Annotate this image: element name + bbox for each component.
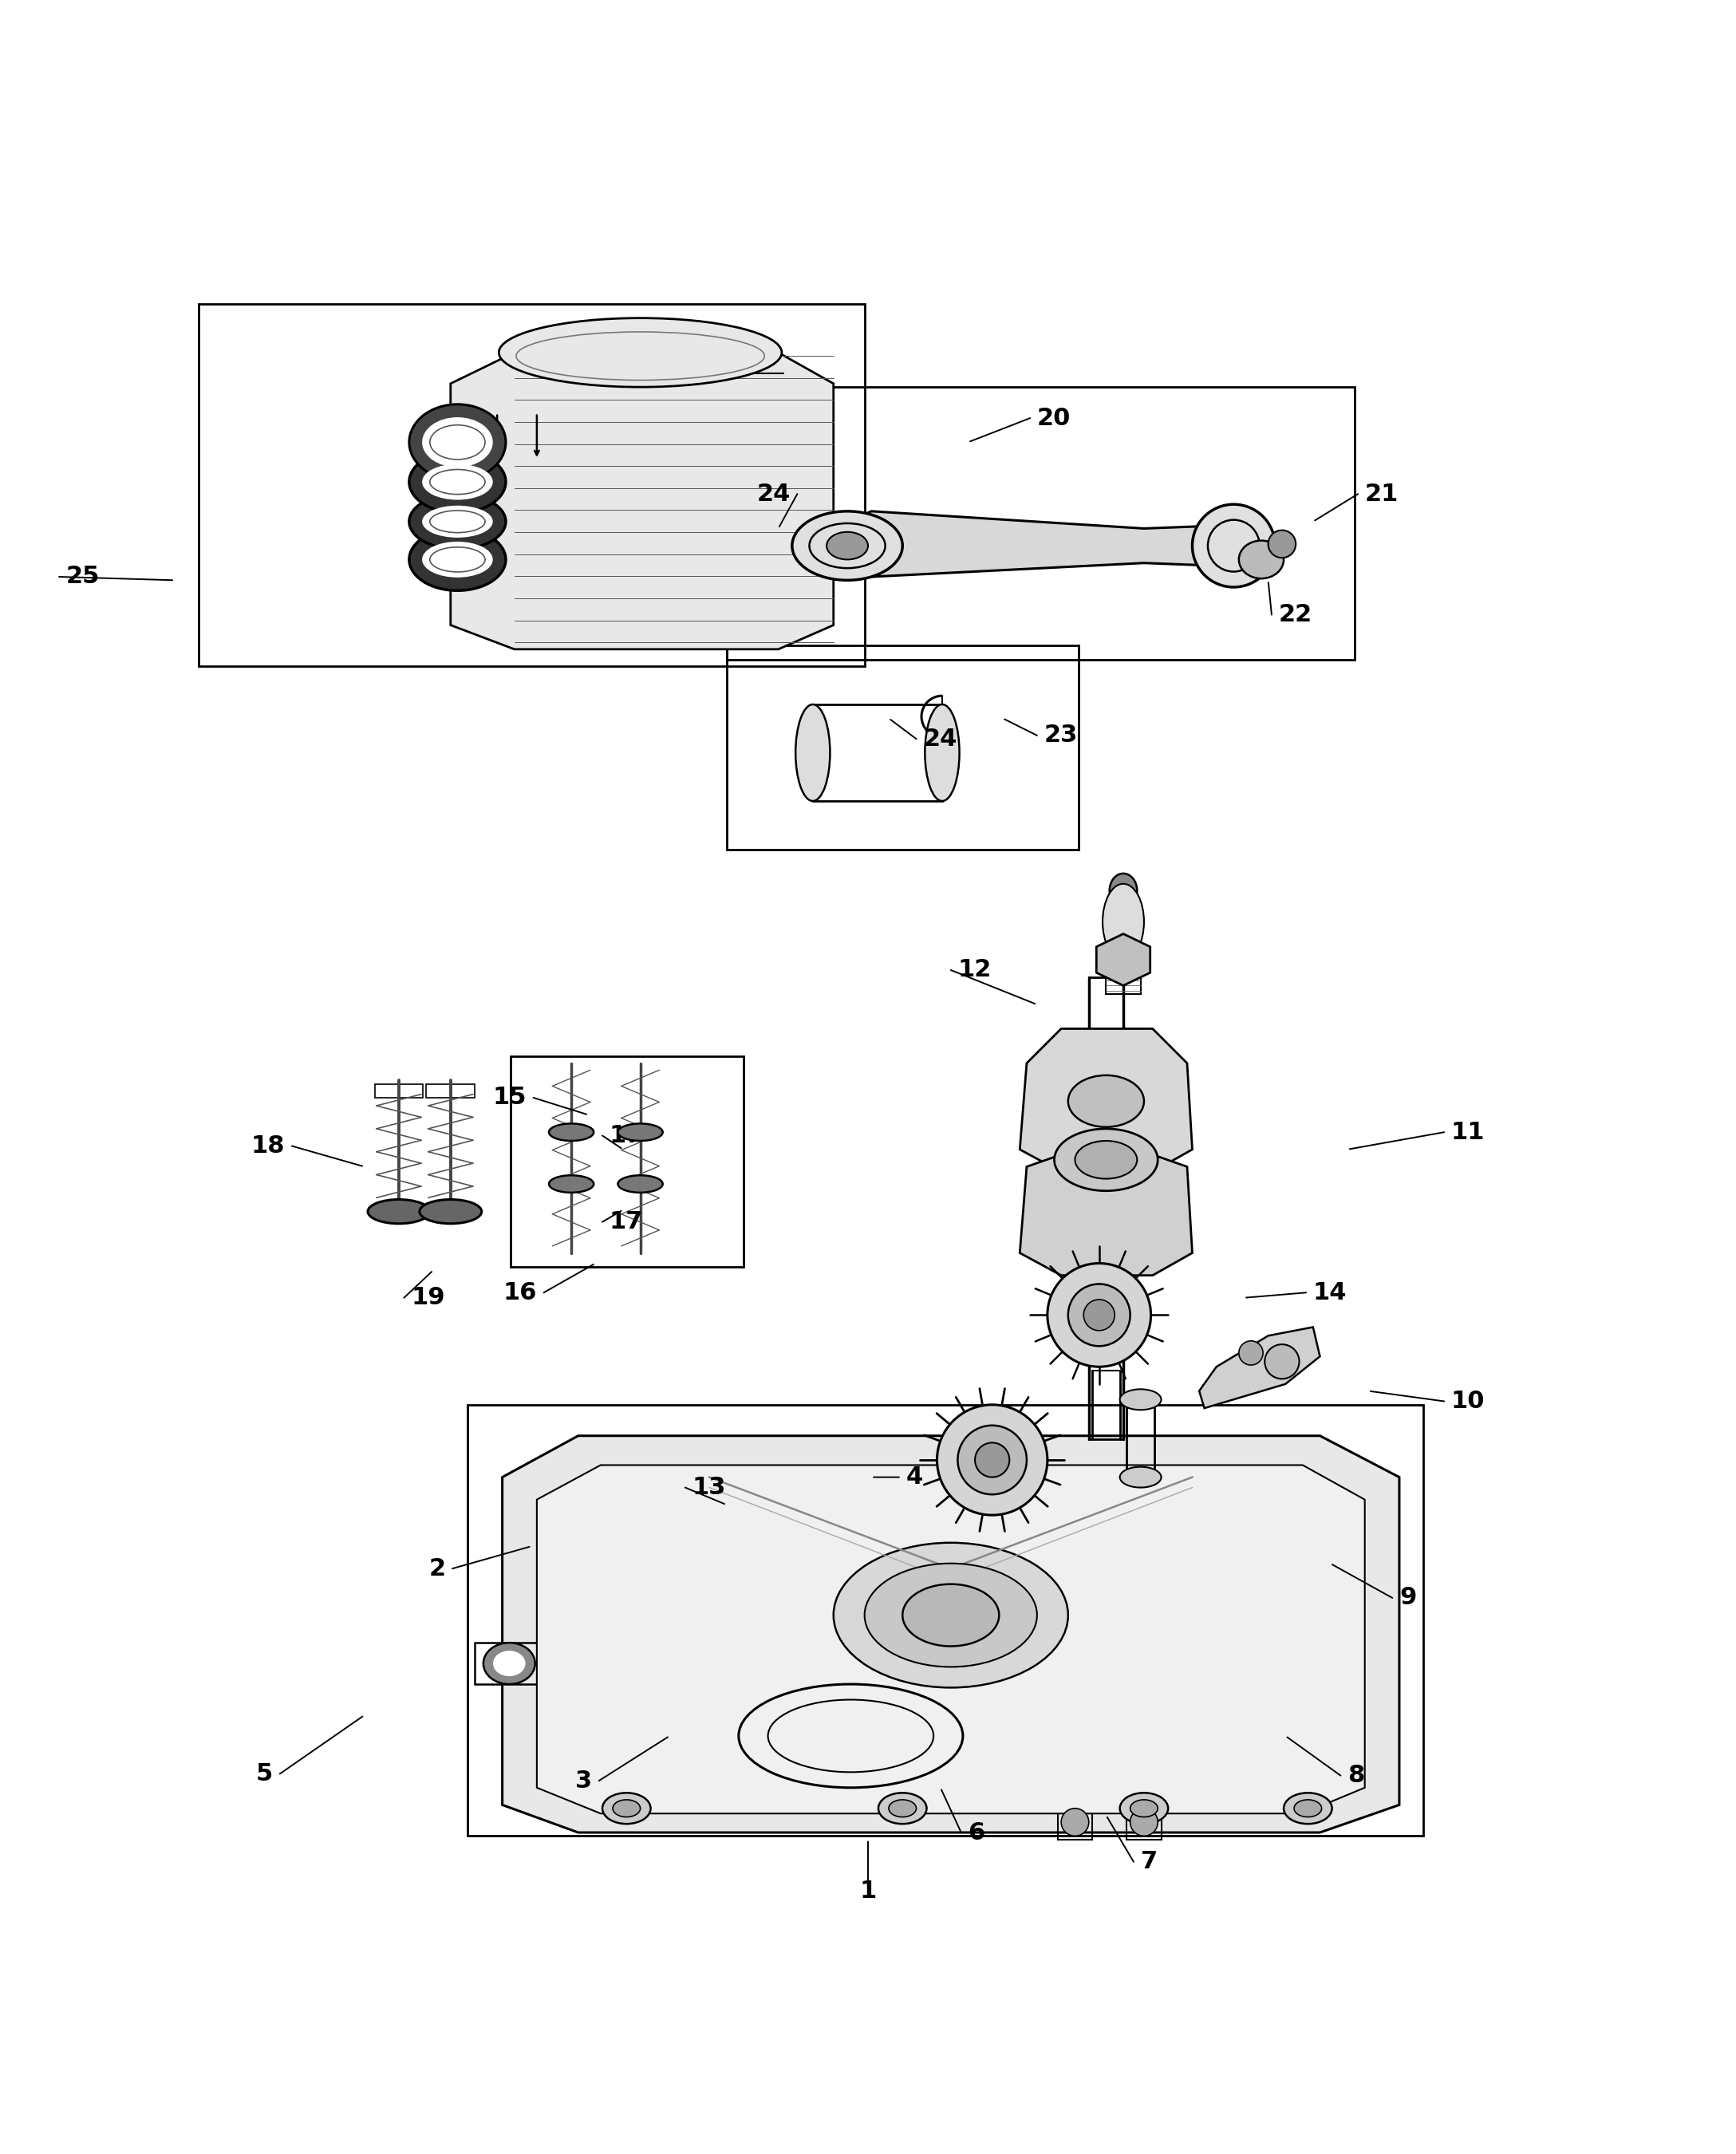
Circle shape	[1266, 1344, 1299, 1379]
Text: 26: 26	[429, 422, 462, 446]
Ellipse shape	[1102, 883, 1144, 961]
Ellipse shape	[424, 543, 491, 577]
Ellipse shape	[618, 1124, 663, 1142]
Ellipse shape	[1130, 1809, 1158, 1835]
Circle shape	[1047, 1262, 1151, 1368]
Polygon shape	[1019, 1155, 1193, 1275]
Text: 1: 1	[859, 1880, 877, 1902]
Ellipse shape	[498, 319, 781, 388]
Circle shape	[1068, 1284, 1130, 1346]
Ellipse shape	[602, 1792, 651, 1824]
Text: 18: 18	[252, 1135, 285, 1157]
Ellipse shape	[1054, 1129, 1158, 1191]
Text: 12: 12	[958, 959, 991, 982]
Text: 16: 16	[503, 1282, 536, 1303]
Text: 14: 14	[1312, 1282, 1347, 1303]
Ellipse shape	[792, 510, 903, 579]
Text: 3: 3	[575, 1768, 592, 1792]
Polygon shape	[1200, 1327, 1319, 1409]
Ellipse shape	[878, 1792, 927, 1824]
Text: 11: 11	[1451, 1120, 1484, 1144]
Ellipse shape	[410, 405, 505, 480]
Ellipse shape	[424, 418, 491, 467]
Ellipse shape	[1075, 1142, 1137, 1178]
Text: 20: 20	[1036, 407, 1071, 429]
Circle shape	[976, 1443, 1009, 1478]
Text: 2: 2	[429, 1557, 446, 1581]
Ellipse shape	[618, 1176, 663, 1193]
Ellipse shape	[826, 532, 868, 560]
Ellipse shape	[865, 1564, 1036, 1667]
Polygon shape	[1019, 1030, 1193, 1172]
Ellipse shape	[613, 1801, 641, 1818]
Text: 6: 6	[969, 1820, 984, 1844]
Ellipse shape	[1240, 541, 1283, 579]
Ellipse shape	[424, 506, 491, 536]
Text: 10: 10	[1451, 1389, 1484, 1413]
Polygon shape	[502, 1437, 1399, 1833]
Text: 22: 22	[1278, 603, 1312, 627]
Text: 4: 4	[906, 1465, 924, 1488]
Ellipse shape	[549, 1176, 594, 1193]
Text: 9: 9	[1399, 1585, 1417, 1609]
Ellipse shape	[410, 493, 505, 549]
Ellipse shape	[833, 1542, 1068, 1687]
Text: 17: 17	[609, 1211, 642, 1234]
Circle shape	[958, 1426, 1026, 1495]
Ellipse shape	[1109, 875, 1137, 909]
Ellipse shape	[1269, 530, 1295, 558]
Ellipse shape	[368, 1200, 431, 1223]
Ellipse shape	[1130, 1801, 1158, 1818]
Text: 24: 24	[924, 728, 957, 750]
Ellipse shape	[1293, 1801, 1321, 1818]
Circle shape	[937, 1404, 1047, 1514]
Ellipse shape	[1068, 1075, 1144, 1127]
Text: 24: 24	[757, 482, 790, 506]
Ellipse shape	[1283, 1792, 1332, 1824]
Ellipse shape	[410, 450, 505, 513]
Ellipse shape	[1120, 1467, 1161, 1488]
Ellipse shape	[549, 1124, 594, 1142]
Polygon shape	[847, 510, 1234, 577]
Polygon shape	[536, 1465, 1364, 1814]
Ellipse shape	[903, 1583, 1000, 1646]
Text: 15: 15	[493, 1086, 526, 1109]
Ellipse shape	[424, 465, 491, 500]
Text: 5: 5	[255, 1762, 273, 1786]
Text: 23: 23	[1043, 724, 1078, 747]
Ellipse shape	[1193, 504, 1274, 588]
Ellipse shape	[1061, 1809, 1088, 1835]
Ellipse shape	[420, 1200, 481, 1223]
Ellipse shape	[889, 1801, 917, 1818]
Text: 19: 19	[411, 1286, 444, 1310]
Text: 21: 21	[1364, 482, 1399, 506]
Circle shape	[1083, 1299, 1115, 1331]
Circle shape	[1240, 1342, 1264, 1366]
Polygon shape	[451, 353, 833, 648]
Ellipse shape	[1120, 1792, 1168, 1824]
Text: 25: 25	[66, 564, 99, 588]
Text: 7: 7	[1141, 1850, 1158, 1874]
Ellipse shape	[493, 1652, 524, 1676]
Ellipse shape	[483, 1644, 535, 1684]
Text: 17: 17	[609, 1124, 642, 1148]
Text: 13: 13	[693, 1475, 726, 1499]
Ellipse shape	[1120, 1389, 1161, 1411]
Polygon shape	[1097, 935, 1151, 987]
Ellipse shape	[925, 704, 960, 801]
Text: 8: 8	[1347, 1764, 1364, 1788]
Ellipse shape	[795, 704, 830, 801]
Ellipse shape	[410, 528, 505, 590]
